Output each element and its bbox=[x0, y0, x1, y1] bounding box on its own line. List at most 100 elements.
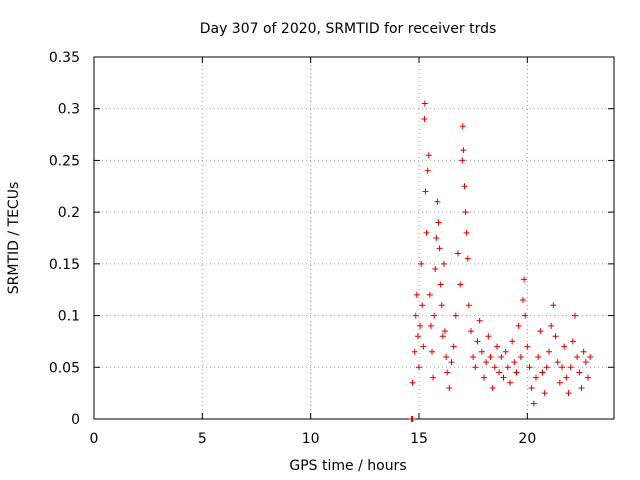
data-point bbox=[498, 353, 505, 360]
data-point bbox=[541, 390, 548, 397]
data-point bbox=[522, 312, 529, 319]
data-point bbox=[425, 152, 432, 159]
axis-ticks bbox=[93, 56, 614, 420]
data-point bbox=[444, 369, 451, 376]
data-point bbox=[455, 250, 461, 257]
data-point bbox=[414, 333, 421, 340]
data-point bbox=[511, 359, 518, 366]
data-point bbox=[481, 374, 487, 381]
data-point bbox=[487, 353, 494, 360]
data-point bbox=[546, 348, 552, 355]
data-point bbox=[548, 322, 555, 329]
data-point bbox=[513, 369, 520, 376]
data-point bbox=[426, 291, 433, 298]
y-tick-label: 0.05 bbox=[49, 360, 80, 376]
data-point bbox=[502, 348, 509, 355]
data-point bbox=[418, 260, 425, 267]
data-point bbox=[432, 266, 439, 273]
data-point bbox=[411, 348, 418, 355]
y-tick-label: 0.2 bbox=[58, 205, 80, 221]
tick-labels: 0 5 10 15 20 0 0.05 0.1 0.15 0.2 0.25 0.3 0.35 bbox=[49, 50, 536, 447]
data-point bbox=[409, 416, 416, 422]
x-tick-label: 20 bbox=[518, 431, 536, 447]
data-point bbox=[433, 235, 440, 241]
data-point bbox=[520, 297, 526, 304]
data-point bbox=[567, 364, 574, 371]
x-tick-label: 0 bbox=[90, 431, 99, 447]
data-point bbox=[565, 390, 572, 397]
data-point bbox=[539, 369, 546, 376]
data-point bbox=[554, 359, 561, 366]
data-point bbox=[442, 328, 448, 335]
data-point bbox=[509, 338, 516, 345]
data-point bbox=[494, 343, 500, 350]
data-point bbox=[462, 209, 469, 216]
data-point bbox=[440, 260, 447, 267]
data-point bbox=[421, 116, 428, 123]
plot-frame bbox=[93, 56, 615, 420]
data-point bbox=[528, 384, 535, 391]
y-tick-label: 0.15 bbox=[49, 257, 80, 273]
data-point bbox=[413, 291, 420, 298]
data-point bbox=[489, 384, 496, 391]
data-point bbox=[461, 183, 468, 190]
data-point bbox=[485, 333, 492, 340]
data-point bbox=[572, 312, 578, 319]
data-point bbox=[543, 364, 550, 371]
data-point bbox=[427, 322, 434, 329]
data-point bbox=[430, 374, 437, 381]
data-point bbox=[561, 343, 568, 350]
data-point bbox=[474, 338, 481, 345]
x-tick-label: 10 bbox=[302, 431, 320, 447]
x-axis-label: GPS time / hours bbox=[289, 458, 406, 474]
data-point bbox=[434, 198, 441, 205]
data-point bbox=[533, 374, 539, 381]
x-tick-label: 15 bbox=[410, 431, 428, 447]
data-point bbox=[504, 364, 511, 371]
data-point bbox=[417, 322, 424, 329]
data-point bbox=[438, 302, 445, 309]
data-point bbox=[476, 317, 483, 324]
data-point bbox=[446, 384, 453, 391]
data-point bbox=[552, 333, 559, 340]
data-point bbox=[472, 364, 479, 371]
x-tick-label: 5 bbox=[198, 431, 207, 447]
y-tick-label: 0.25 bbox=[49, 153, 80, 169]
data-point bbox=[478, 348, 485, 355]
y-tick-label: 0 bbox=[71, 412, 80, 428]
data-point bbox=[429, 348, 435, 355]
data-point bbox=[515, 322, 522, 329]
data-point bbox=[419, 302, 426, 309]
data-point bbox=[459, 157, 466, 164]
data-point bbox=[420, 343, 427, 350]
y-tick-label: 0.3 bbox=[58, 102, 80, 118]
data-point bbox=[422, 188, 429, 195]
data-point bbox=[491, 364, 498, 371]
data-point bbox=[416, 364, 422, 371]
data-point bbox=[524, 343, 531, 350]
data-point bbox=[423, 229, 430, 236]
data-point bbox=[550, 302, 557, 309]
y-tick-label: 0.1 bbox=[58, 309, 80, 325]
data-point bbox=[437, 281, 444, 288]
data-points bbox=[408, 100, 594, 422]
data-point bbox=[535, 353, 542, 360]
data-point bbox=[460, 147, 467, 154]
data-point bbox=[582, 359, 589, 366]
data-point bbox=[556, 379, 563, 386]
data-point bbox=[576, 369, 583, 376]
data-point bbox=[507, 379, 513, 386]
data-point bbox=[435, 219, 442, 226]
data-point bbox=[574, 353, 581, 360]
data-point bbox=[537, 328, 544, 335]
data-point bbox=[409, 379, 416, 386]
y-axis-label: SRMTID / TECUs bbox=[6, 182, 22, 295]
data-point bbox=[580, 348, 587, 355]
data-point bbox=[464, 255, 471, 262]
data-point bbox=[569, 338, 576, 345]
data-point bbox=[431, 312, 438, 319]
chart-title: Day 307 of 2020, SRMTID for receiver trd… bbox=[200, 21, 497, 37]
grid-lines bbox=[94, 57, 614, 419]
data-point bbox=[526, 364, 533, 371]
